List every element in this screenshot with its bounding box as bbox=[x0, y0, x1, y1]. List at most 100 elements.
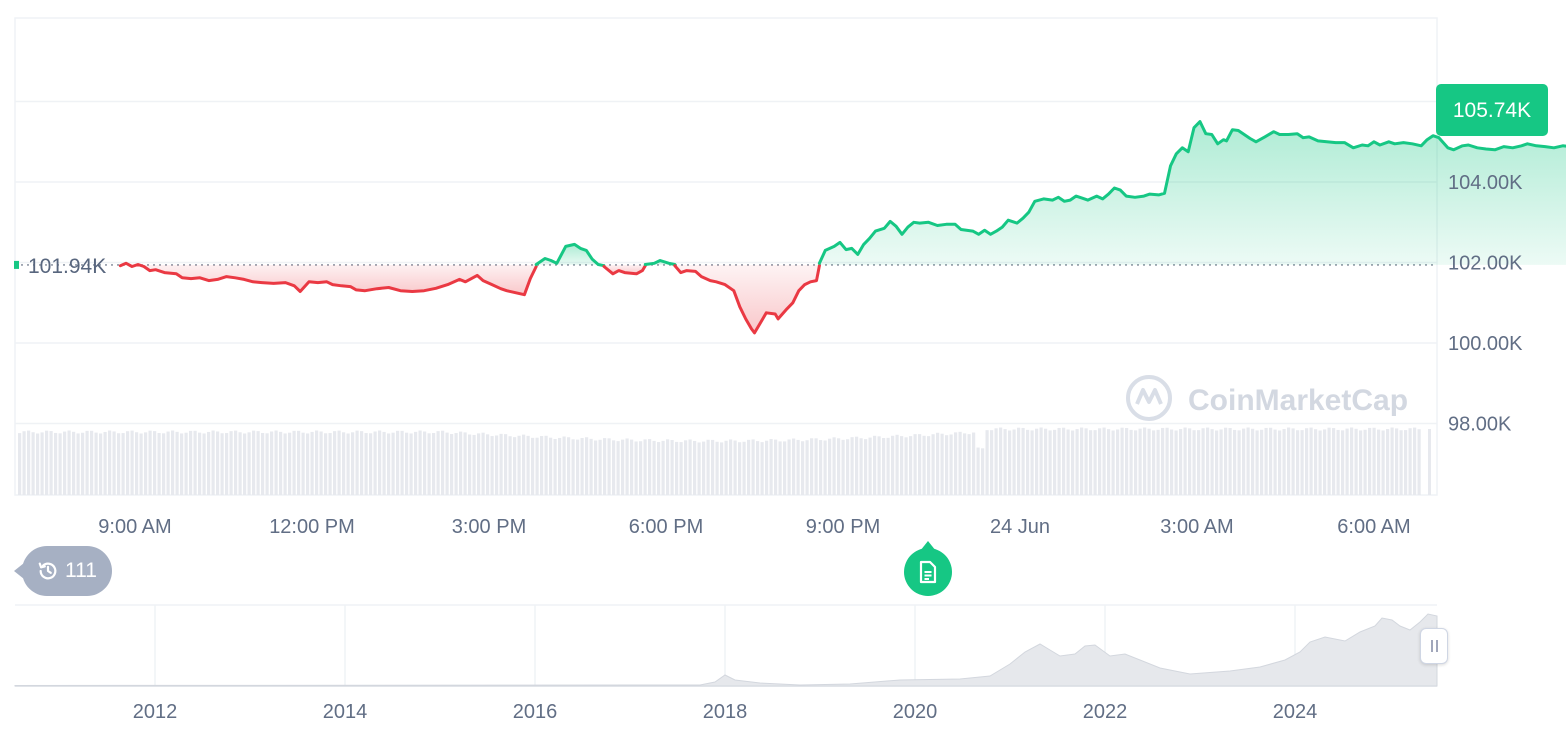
volume-bar bbox=[805, 440, 809, 495]
volume-bar bbox=[832, 437, 836, 495]
volume-bar bbox=[1008, 430, 1012, 495]
volume-bar bbox=[1057, 427, 1061, 495]
volume-bar bbox=[1071, 430, 1075, 495]
volume-bar bbox=[472, 434, 476, 495]
volume-bar bbox=[949, 434, 953, 495]
volume-bar bbox=[76, 433, 80, 495]
volume-bar bbox=[1372, 427, 1376, 495]
news-marker[interactable] bbox=[904, 541, 952, 596]
volume-bar bbox=[1327, 427, 1331, 495]
volume-bar bbox=[819, 440, 823, 495]
volume-bar bbox=[499, 433, 503, 495]
volume-bar bbox=[22, 431, 26, 495]
volume-bar bbox=[454, 433, 458, 495]
volume-bar bbox=[787, 439, 791, 495]
current-price-bg bbox=[1436, 84, 1548, 136]
volume-bar bbox=[531, 437, 535, 495]
volume-bar bbox=[31, 432, 35, 495]
range-handle[interactable] bbox=[1420, 628, 1448, 664]
volume-bar bbox=[1044, 428, 1048, 495]
volume-bar bbox=[1404, 430, 1408, 495]
volume-bar bbox=[684, 440, 688, 495]
volume-bar bbox=[369, 433, 373, 495]
volume-bar bbox=[855, 436, 859, 495]
volume-bar bbox=[963, 433, 967, 495]
volume-bar bbox=[688, 439, 692, 495]
volume-bar bbox=[859, 438, 863, 495]
volume-bar bbox=[904, 437, 908, 495]
volume-bar bbox=[117, 433, 121, 495]
volume-bar bbox=[1053, 429, 1057, 495]
volume-bar bbox=[297, 430, 301, 495]
volume-bar bbox=[612, 440, 616, 495]
volume-bar bbox=[1197, 430, 1201, 495]
volume-bar bbox=[130, 430, 134, 495]
volume-bar bbox=[490, 436, 494, 495]
series-line-3 bbox=[643, 259, 677, 266]
volume-bar bbox=[175, 431, 179, 495]
overview-x-tick: 2012 bbox=[133, 701, 178, 723]
volume-bar bbox=[310, 431, 314, 495]
volume-bar bbox=[625, 438, 629, 495]
volume-bar bbox=[162, 433, 166, 495]
volume-bar bbox=[756, 441, 760, 495]
volume-bar bbox=[67, 430, 71, 495]
volume-bar bbox=[909, 436, 913, 495]
watermark-logo bbox=[1126, 375, 1172, 421]
volume-bar bbox=[652, 440, 656, 495]
volume-bar bbox=[648, 439, 652, 495]
volume-bar bbox=[1350, 427, 1354, 495]
history-icon bbox=[38, 562, 57, 580]
volume-bar bbox=[378, 430, 382, 495]
volume-bar bbox=[936, 432, 940, 495]
volume-bar bbox=[445, 432, 449, 495]
volume-bar bbox=[733, 440, 737, 495]
volume-bar bbox=[409, 433, 413, 495]
volume-bar bbox=[940, 433, 944, 495]
volume-bar bbox=[1305, 428, 1309, 495]
volume-bar bbox=[693, 440, 697, 495]
volume-bar bbox=[927, 436, 931, 495]
volume-bar bbox=[603, 438, 607, 495]
volume-bar bbox=[841, 439, 845, 495]
watermark: CoinMarketCap bbox=[1126, 375, 1408, 421]
current-price-tag: 105.74K bbox=[1436, 84, 1548, 136]
volume-bar bbox=[1035, 428, 1039, 495]
overview-x-tick: 2018 bbox=[703, 701, 748, 723]
volume-bar bbox=[459, 431, 463, 495]
volume-bar bbox=[342, 432, 346, 495]
watermark-text: CoinMarketCap bbox=[1188, 384, 1408, 417]
volume-bar bbox=[585, 437, 589, 495]
volume-bar bbox=[679, 442, 683, 495]
series-area-4 bbox=[674, 264, 820, 333]
volume-bar bbox=[657, 442, 661, 495]
volume-bar bbox=[1039, 427, 1043, 495]
volume-bar bbox=[265, 433, 269, 495]
volume-bar bbox=[886, 437, 890, 495]
volume-bar bbox=[666, 439, 670, 495]
volume-bar bbox=[967, 434, 971, 495]
document-icon bbox=[919, 560, 937, 584]
volume-bar bbox=[1300, 430, 1304, 495]
volume-bar bbox=[828, 438, 832, 495]
overview-x-tick: 2016 bbox=[513, 701, 558, 723]
volume-bar bbox=[1233, 429, 1237, 495]
volume-bar bbox=[607, 438, 611, 495]
volume-bar bbox=[1408, 428, 1412, 495]
volume-bar bbox=[576, 439, 580, 495]
volume-bar bbox=[436, 431, 440, 495]
volume-bar bbox=[324, 433, 328, 495]
history-badge[interactable]: 111 bbox=[14, 546, 112, 596]
x-tick-label: 3:00 PM bbox=[452, 516, 526, 538]
volume-bar bbox=[225, 433, 229, 495]
volume-bar bbox=[247, 432, 251, 495]
volume-bar bbox=[337, 430, 341, 495]
volume-bar bbox=[1377, 429, 1381, 495]
volume-bar bbox=[1012, 429, 1016, 495]
volume-bar bbox=[40, 432, 44, 495]
volume-bar bbox=[877, 436, 881, 495]
volume-bar bbox=[522, 434, 526, 495]
volume-bar bbox=[184, 432, 188, 495]
volume-bar bbox=[171, 430, 175, 495]
